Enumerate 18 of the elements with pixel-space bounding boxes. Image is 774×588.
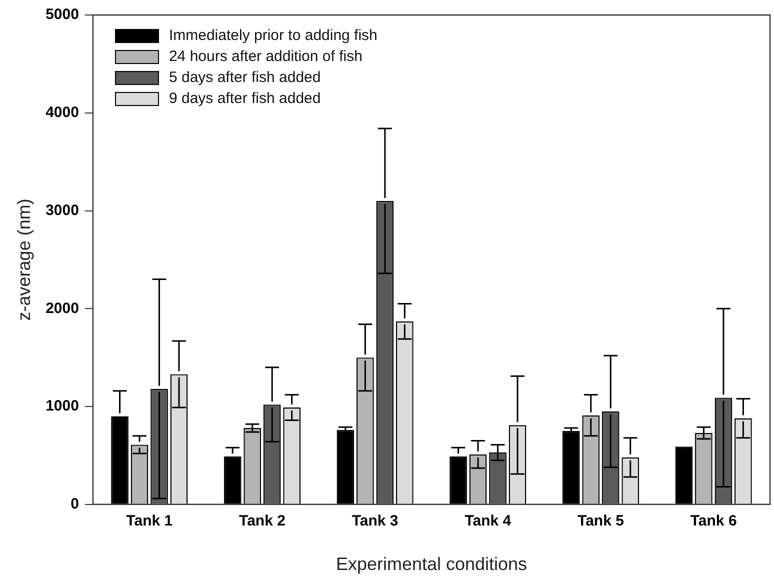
legend-label: 5 days after fish added <box>168 69 321 86</box>
x-axis-title: Experimental conditions <box>336 554 528 574</box>
y-tick-label: 2000 <box>46 300 79 317</box>
legend-label: 9 days after fish added <box>168 90 321 107</box>
x-tick-label: Tank 3 <box>352 512 398 530</box>
legend-label: 24 hours after addition of fish <box>168 48 362 65</box>
y-tick-label: 4000 <box>46 104 79 122</box>
y-tick-label: 1000 <box>46 398 79 415</box>
y-tick-label: 3000 <box>46 202 79 219</box>
y-tick-label: 5000 <box>46 6 79 24</box>
x-tick-label: Tank 6 <box>690 512 737 530</box>
x-tick-label: Tank 1 <box>126 512 173 530</box>
y-tick-label: 0 <box>70 496 79 513</box>
legend-label: Immediately prior to adding fish <box>168 27 378 44</box>
x-tick-label: Tank 4 <box>464 512 512 530</box>
x-tick-label: Tank 2 <box>239 512 286 530</box>
x-tick-label: Tank 5 <box>578 512 624 530</box>
y-axis-title: z-average (nm) <box>14 198 34 321</box>
